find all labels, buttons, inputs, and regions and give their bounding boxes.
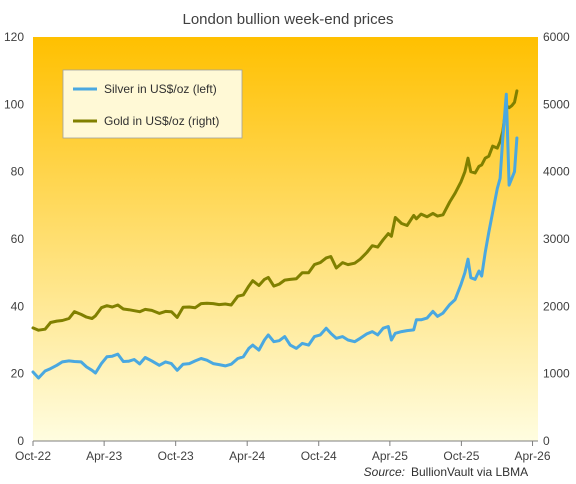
left-tick-label: 100 xyxy=(4,97,24,111)
left-tick-label: 120 xyxy=(4,30,24,44)
gold-price-line xyxy=(31,89,519,332)
right-tick-label: 4000 xyxy=(543,165,570,179)
x-tick-label: Apr-25 xyxy=(372,449,408,463)
x-tick-label: Oct-24 xyxy=(301,449,337,463)
right-tick-label: 0 xyxy=(543,434,550,448)
left-tick-label: 0 xyxy=(17,434,24,448)
left-tick-label: 80 xyxy=(11,165,25,179)
silver-price-line xyxy=(31,92,519,380)
left-tick-label: 20 xyxy=(11,367,25,381)
right-tick-label: 1000 xyxy=(543,367,570,381)
source-prefix: Source: xyxy=(364,465,405,479)
chart-title: London bullion week-end prices xyxy=(183,11,394,28)
right-axis: 0 1000 2000 3000 4000 5000 6000 xyxy=(543,30,570,448)
right-tick-label: 6000 xyxy=(543,30,570,44)
legend-label-gold: Gold in US$/oz (right) xyxy=(104,114,219,128)
right-tick-label: 2000 xyxy=(543,299,570,313)
left-axis: 0 20 40 60 80 100 120 xyxy=(4,30,24,448)
x-tick-label: Oct-23 xyxy=(158,449,194,463)
source-text: BullionVault via LBMA xyxy=(411,465,528,479)
x-tick-label: Oct-25 xyxy=(443,449,479,463)
x-tick-label: Apr-23 xyxy=(86,449,122,463)
legend-box xyxy=(62,69,243,139)
legend-label-silver: Silver in US$/oz (left) xyxy=(104,82,217,96)
right-tick-label: 3000 xyxy=(543,232,570,246)
x-axis: Oct-22 Apr-23 Oct-23 Apr-24 Oct-24 Apr-25 Oct-… xyxy=(15,441,551,463)
series-layer xyxy=(31,89,519,380)
x-tick-label: Apr-26 xyxy=(515,449,551,463)
left-tick-label: 60 xyxy=(11,232,25,246)
x-tick-label: Oct-22 xyxy=(15,449,51,463)
x-tick-label: Apr-24 xyxy=(229,449,265,463)
legend: Silver in US$/oz (left) Gold in US$/oz (… xyxy=(62,69,243,139)
right-tick-label: 5000 xyxy=(543,97,570,111)
left-tick-label: 40 xyxy=(11,299,25,313)
